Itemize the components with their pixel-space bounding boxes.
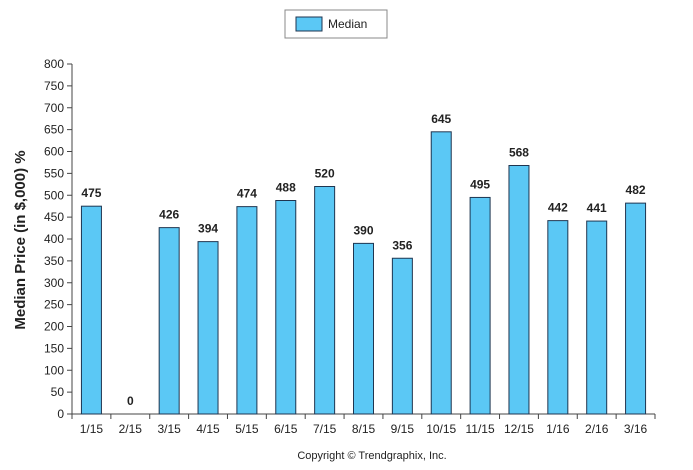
legend-label: Median xyxy=(328,17,367,31)
y-tick-label: 100 xyxy=(44,363,64,377)
legend: Median xyxy=(284,9,388,39)
y-tick-label: 600 xyxy=(44,145,64,159)
y-tick-label: 300 xyxy=(44,276,64,290)
bars xyxy=(80,131,647,415)
legend-box xyxy=(284,9,388,39)
x-tick-label: 11/15 xyxy=(466,422,495,436)
x-tick-label: 7/15 xyxy=(313,422,337,436)
data-label: 568 xyxy=(509,146,529,160)
data-label: 0 xyxy=(127,394,134,408)
bar xyxy=(391,257,413,415)
data-label: 356 xyxy=(392,238,412,252)
y-tick-label: 550 xyxy=(44,166,64,180)
x-tick-label: 9/15 xyxy=(391,422,415,436)
bar xyxy=(547,220,569,415)
bar xyxy=(197,241,219,415)
y-tick-label: 200 xyxy=(44,320,64,334)
x-tick-label: 8/15 xyxy=(352,422,376,436)
axes: 0 50 100 150 200 250 300 350 400 450 500 550 600 650 7… xyxy=(44,57,656,436)
y-tick-label: 400 xyxy=(44,232,64,246)
x-tick-label: 5/15 xyxy=(235,422,259,436)
bar xyxy=(469,196,491,415)
y-tick-label: 150 xyxy=(44,341,64,355)
bar xyxy=(508,165,530,415)
data-label: 488 xyxy=(276,181,296,195)
y-tick-label: 800 xyxy=(44,57,64,71)
y-tick-label: 250 xyxy=(44,298,64,312)
data-label: 394 xyxy=(198,222,218,236)
data-label: 474 xyxy=(237,187,257,201)
x-tick-label: 4/15 xyxy=(196,422,220,436)
data-label: 520 xyxy=(315,167,335,181)
data-label: 495 xyxy=(470,177,490,191)
y-tick-label: 750 xyxy=(44,79,64,93)
x-tick-label: 2/15 xyxy=(119,422,143,436)
bar xyxy=(353,242,374,415)
y-tick-label: 350 xyxy=(44,254,64,268)
y-tick-label: 50 xyxy=(51,385,65,399)
x-tick-label: 1/16 xyxy=(546,422,570,436)
y-tick-label: 650 xyxy=(44,123,64,137)
data-label: 390 xyxy=(353,223,373,237)
data-label: 475 xyxy=(81,186,101,200)
data-label: 482 xyxy=(626,183,646,197)
y-tick-label: 500 xyxy=(44,188,64,202)
x-tick-label: 1/15 xyxy=(80,422,104,436)
bar xyxy=(236,206,258,415)
y-tick-label: 450 xyxy=(44,210,64,224)
bar xyxy=(80,205,102,415)
bar xyxy=(158,227,180,415)
x-tick-label: 3/15 xyxy=(157,422,181,436)
bar xyxy=(625,202,647,415)
x-tick-label: 3/16 xyxy=(624,422,648,436)
copyright-text: Copyright © Trendgraphix, Inc. xyxy=(297,450,446,462)
data-labels: 475 0 426 394 474 488 520 390 356 645 495 568 442 441… xyxy=(81,112,645,408)
bar xyxy=(586,220,608,415)
x-tick-label: 2/16 xyxy=(585,422,609,436)
bar xyxy=(314,186,336,415)
data-label: 441 xyxy=(587,201,607,215)
data-label: 442 xyxy=(548,201,568,215)
bar xyxy=(430,131,452,415)
x-tick-label: 10/15 xyxy=(426,422,456,436)
x-tick-label: 12/15 xyxy=(504,422,534,436)
data-label: 645 xyxy=(431,112,451,126)
x-tick-label: 6/15 xyxy=(274,422,298,436)
y-tick-label: 0 xyxy=(57,407,64,421)
y-tick-label: 700 xyxy=(44,101,64,115)
y-axis-label: Median Price (in $,000) % xyxy=(12,150,29,329)
legend-swatch xyxy=(295,16,323,32)
data-label: 426 xyxy=(159,208,179,222)
bar xyxy=(275,200,297,415)
